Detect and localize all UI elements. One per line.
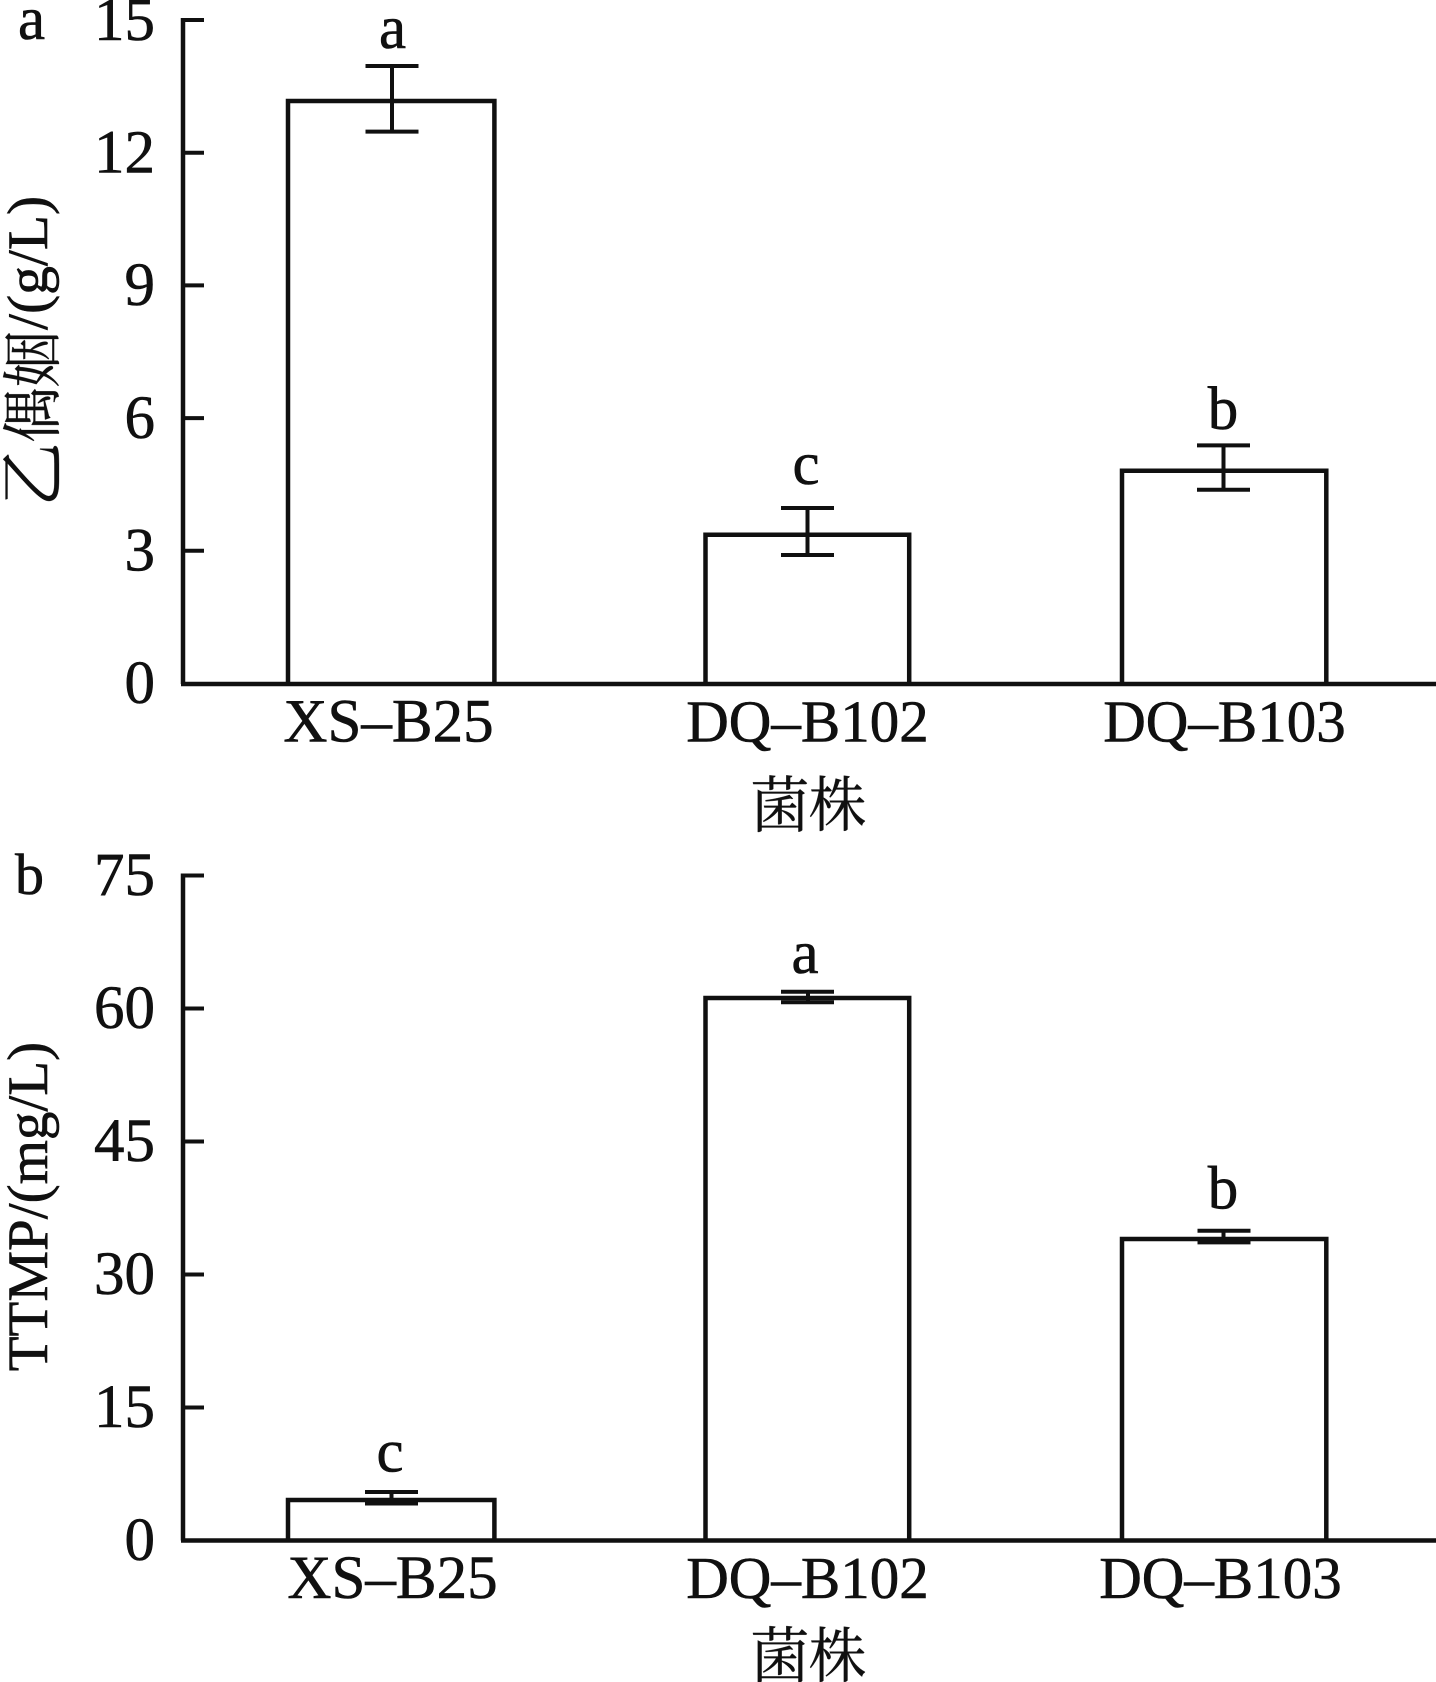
svg-text:DQ–B103: DQ–B103 bbox=[1099, 1545, 1342, 1611]
svg-text:15: 15 bbox=[94, 0, 155, 54]
svg-text:3: 3 bbox=[125, 518, 156, 585]
svg-text:a: a bbox=[379, 0, 406, 62]
svg-text:XS–B25: XS–B25 bbox=[287, 1545, 497, 1612]
svg-text:c: c bbox=[792, 431, 819, 498]
svg-text:TTMP/(mg/L): TTMP/(mg/L) bbox=[0, 1042, 60, 1371]
svg-text:75: 75 bbox=[94, 842, 155, 909]
svg-text:b: b bbox=[15, 842, 44, 907]
svg-text:a: a bbox=[18, 0, 45, 53]
svg-text:b: b bbox=[1208, 376, 1239, 443]
svg-text:60: 60 bbox=[94, 975, 155, 1042]
svg-text:9: 9 bbox=[125, 252, 156, 319]
svg-text:b: b bbox=[1208, 1156, 1239, 1223]
svg-text:45: 45 bbox=[94, 1108, 155, 1175]
svg-text:12: 12 bbox=[94, 120, 155, 187]
svg-text:0: 0 bbox=[125, 1507, 156, 1574]
svg-text:DQ–B102: DQ–B102 bbox=[686, 1545, 929, 1611]
svg-text:30: 30 bbox=[94, 1241, 155, 1308]
svg-text:15: 15 bbox=[94, 1374, 155, 1441]
svg-text:6: 6 bbox=[125, 385, 156, 452]
svg-text:c: c bbox=[376, 1419, 403, 1486]
svg-text:DQ–B102: DQ–B102 bbox=[686, 689, 929, 755]
svg-text:a: a bbox=[791, 920, 818, 987]
svg-text:XS–B25: XS–B25 bbox=[283, 689, 493, 756]
svg-text:/(g/L): /(g/L) bbox=[0, 196, 60, 330]
svg-text:DQ–B103: DQ–B103 bbox=[1103, 689, 1346, 755]
svg-text:0: 0 bbox=[125, 650, 156, 717]
